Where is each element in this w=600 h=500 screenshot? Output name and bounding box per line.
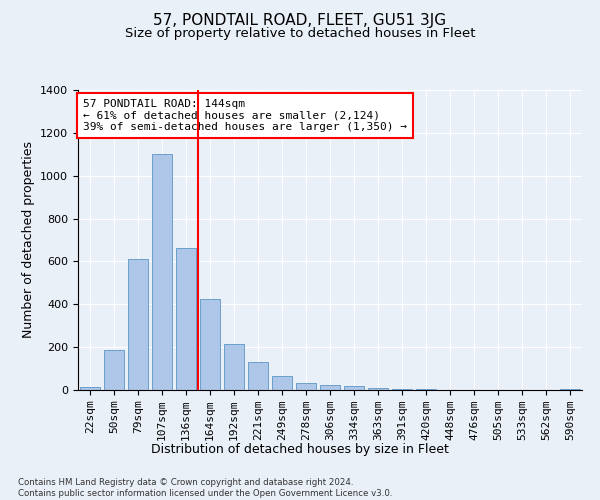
Bar	[560, 389, 580, 390]
Bar	[128, 260, 148, 390]
Text: Contains HM Land Registry data © Crown copyright and database right 2024.
Contai: Contains HM Land Registry data © Crown c…	[18, 478, 392, 498]
Bar	[248, 362, 268, 390]
Bar	[176, 248, 196, 390]
Bar	[200, 299, 220, 390]
Text: Distribution of detached houses by size in Fleet: Distribution of detached houses by size …	[151, 442, 449, 456]
Text: 57 PONDTAIL ROAD: 144sqm
← 61% of detached houses are smaller (2,124)
39% of sem: 57 PONDTAIL ROAD: 144sqm ← 61% of detach…	[83, 99, 407, 132]
Bar	[296, 382, 316, 390]
Bar	[320, 384, 340, 390]
Bar	[104, 350, 124, 390]
Bar	[272, 376, 292, 390]
Text: 57, PONDTAIL ROAD, FLEET, GU51 3JG: 57, PONDTAIL ROAD, FLEET, GU51 3JG	[154, 12, 446, 28]
Bar	[368, 388, 388, 390]
Bar	[344, 386, 364, 390]
Text: Size of property relative to detached houses in Fleet: Size of property relative to detached ho…	[125, 28, 475, 40]
Bar	[80, 387, 100, 390]
Y-axis label: Number of detached properties: Number of detached properties	[22, 142, 35, 338]
Bar	[392, 389, 412, 390]
Bar	[224, 344, 244, 390]
Bar	[152, 154, 172, 390]
